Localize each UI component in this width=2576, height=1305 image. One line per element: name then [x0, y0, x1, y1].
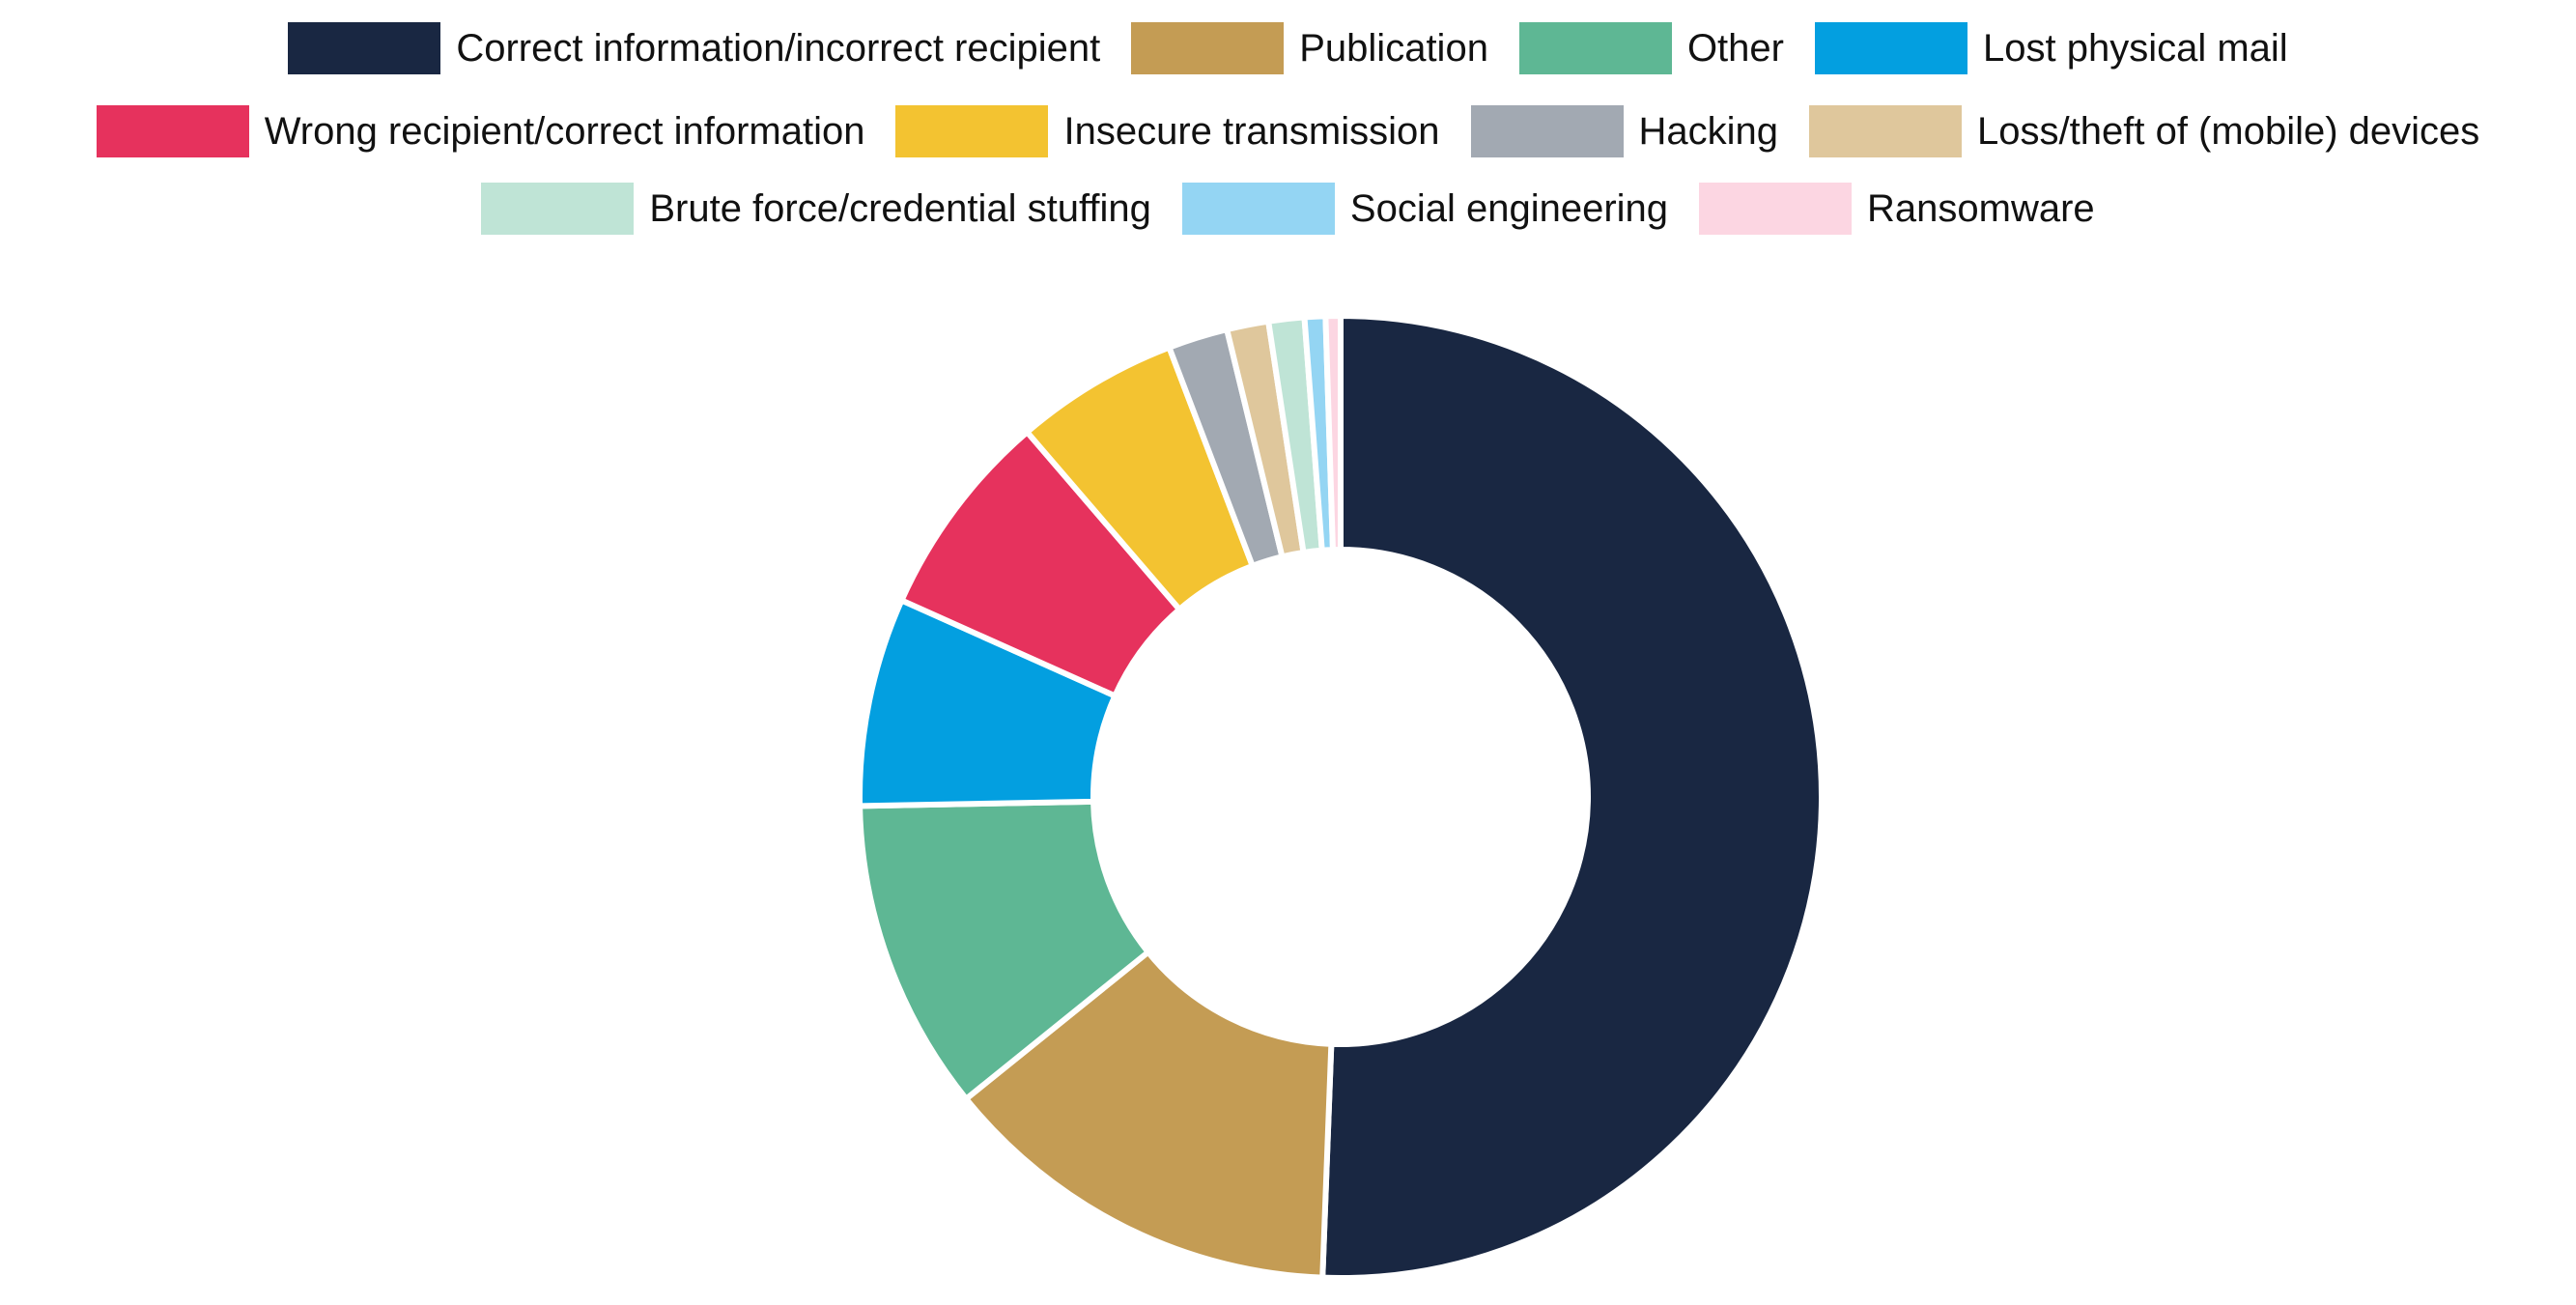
legend-item: Loss/theft of (mobile) devices	[1809, 105, 2479, 157]
legend-label: Wrong recipient/correct information	[264, 109, 865, 153]
legend-swatch	[481, 183, 635, 235]
legend-item: Lost physical mail	[1814, 22, 2288, 74]
legend-label: Publication	[1299, 26, 1488, 70]
legend-swatch	[895, 105, 1049, 157]
legend-label: Lost physical mail	[1982, 26, 2288, 70]
legend-item: Publication	[1131, 22, 1488, 74]
legend-swatch	[1131, 22, 1285, 74]
legend-swatch	[1518, 22, 1672, 74]
donut-slice	[963, 949, 1335, 1281]
legend-row: Correct information/incorrect recipient P…	[0, 21, 2576, 75]
donut-slice	[857, 798, 1151, 1102]
legend-item: Insecure transmission	[895, 105, 1440, 157]
legend-item: Ransomware	[1699, 183, 2095, 235]
legend-label: Loss/theft of (mobile) devices	[1977, 109, 2480, 153]
legend-swatch	[1809, 105, 1963, 157]
legend-item: Wrong recipient/correct information	[96, 105, 865, 157]
legend-item: Other	[1518, 22, 1784, 74]
legend-row: Brute force/credential stuffing Social en…	[0, 182, 2576, 236]
legend-label: Other	[1686, 26, 1784, 70]
legend-item: Correct information/incorrect recipient	[288, 22, 1100, 74]
legend-label: Social engineering	[1349, 186, 1669, 230]
donut-slice	[1322, 313, 1344, 553]
legend-swatch	[1699, 183, 1853, 235]
legend-swatch	[96, 105, 249, 157]
legend-item: Brute force/credential stuffing	[481, 183, 1151, 235]
legend-label: Ransomware	[1867, 186, 2095, 230]
legend-swatch	[1181, 183, 1335, 235]
legend-label: Insecure transmission	[1063, 109, 1440, 153]
legend-label: Hacking	[1638, 109, 1779, 153]
legend-row: Wrong recipient/correct information Insec…	[0, 104, 2576, 158]
legend-swatch	[1814, 22, 1967, 74]
legend-swatch	[288, 22, 441, 74]
legend-item: Hacking	[1470, 105, 1779, 157]
legend-swatch	[1470, 105, 1624, 157]
legend-label: Brute force/credential stuffing	[649, 186, 1151, 230]
donut-slice	[1319, 313, 1825, 1281]
legend-label: Correct information/incorrect recipient	[456, 26, 1101, 70]
legend-item: Social engineering	[1181, 183, 1669, 235]
